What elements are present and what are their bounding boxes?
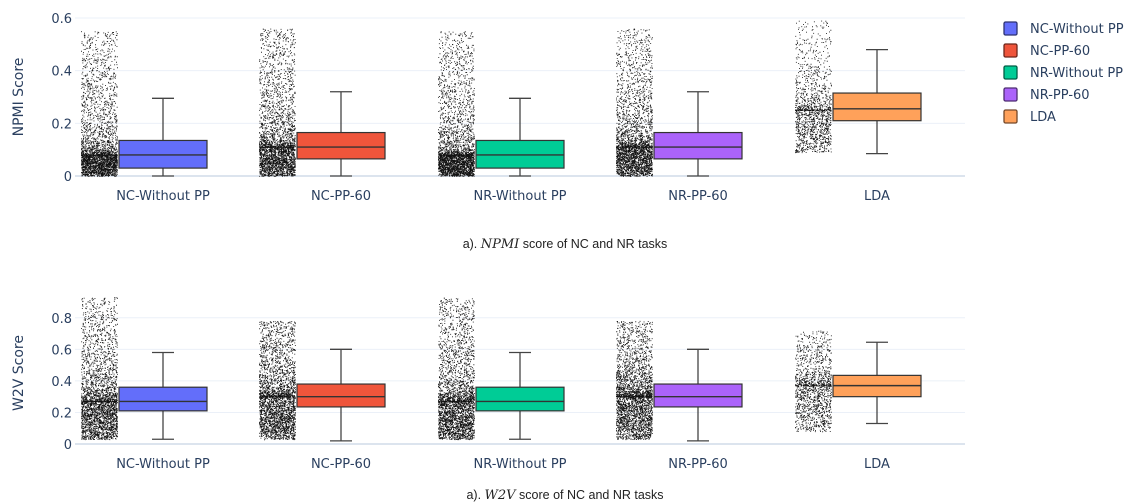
y-tick-label: 0: [64, 170, 72, 185]
y-axis-label: NPMI Score: [11, 58, 27, 137]
legend-item[interactable]: NR-PP-60: [1003, 87, 1090, 103]
x-tick-label: NR-PP-60: [668, 457, 728, 472]
legend-swatch: [1003, 109, 1018, 124]
legend[interactable]: NC-Without PP NC-PP-60 NR-Without PP NR-PP-…: [1003, 21, 1124, 125]
box-trace[interactable]: [438, 297, 565, 441]
y-tick-label: 0.4: [51, 65, 72, 80]
box[interactable]: [296, 131, 386, 160]
sample-points: [438, 31, 475, 177]
box-trace[interactable]: [259, 28, 386, 177]
sample-points: [81, 31, 118, 177]
legend-label: NC-Without PP: [1030, 22, 1124, 37]
y-tick-label: 0: [64, 438, 72, 453]
sample-points: [616, 320, 653, 441]
legend-label: NC-PP-60: [1030, 44, 1090, 59]
sample-points: [259, 320, 296, 441]
x-tick-label: NC-Without PP: [116, 457, 210, 472]
y-axis-label: W2V Score: [11, 335, 27, 411]
sample-points: [438, 297, 475, 441]
box[interactable]: [475, 386, 565, 412]
npmi-chart: 0 0.2 0.4 0.6 NPMI Score NC-Without PP NC-PP-6…: [11, 12, 965, 204]
x-tick-label: LDA: [864, 189, 890, 204]
x-tick-label: LDA: [864, 457, 890, 472]
legend-item[interactable]: NC-Without PP: [1003, 21, 1124, 37]
sample-points: [81, 297, 118, 441]
legend-swatch: [1003, 43, 1018, 58]
legend-swatch: [1003, 65, 1018, 80]
sample-points: [616, 28, 653, 177]
x-tick-label: NR-PP-60: [668, 189, 728, 204]
box-trace[interactable]: [259, 320, 386, 442]
legend-swatch: [1003, 21, 1018, 36]
sample-points: [795, 20, 832, 154]
y-tick-label: 0.8: [51, 312, 72, 327]
legend-swatch: [1003, 87, 1018, 102]
x-tick-label: NC-PP-60: [311, 457, 371, 472]
box[interactable]: [118, 386, 208, 412]
box[interactable]: [653, 131, 743, 160]
w2v-caption: a). W2V score of NC and NR tasks: [466, 488, 663, 503]
y-tick-label: 0.4: [51, 375, 72, 390]
x-tick-label: NR-Without PP: [473, 189, 566, 204]
y-tick-label: 0.6: [51, 343, 72, 358]
legend-item[interactable]: NR-Without PP: [1003, 65, 1123, 81]
legend-label: NR-PP-60: [1030, 88, 1090, 103]
box[interactable]: [832, 92, 922, 122]
sample-points: [795, 330, 832, 433]
x-tick-label: NC-Without PP: [116, 189, 210, 204]
legend-label: LDA: [1030, 110, 1056, 125]
box-trace[interactable]: [81, 31, 208, 177]
box-trace[interactable]: [438, 31, 565, 177]
legend-label: NR-Without PP: [1030, 66, 1123, 81]
w2v-chart: 0 0.2 0.4 0.6 0.8 W2V Score NC-Without PP NC-PP…: [11, 297, 965, 472]
box-trace[interactable]: [616, 28, 743, 177]
x-tick-label: NR-Without PP: [473, 457, 566, 472]
y-tick-label: 0.2: [51, 406, 72, 421]
box-trace[interactable]: [81, 297, 208, 441]
box-trace[interactable]: [616, 320, 743, 442]
box-trace[interactable]: [795, 330, 922, 433]
y-tick-label: 0.6: [51, 12, 72, 27]
legend-item[interactable]: LDA: [1003, 109, 1056, 125]
legend-item[interactable]: NC-PP-60: [1003, 43, 1090, 59]
x-tick-label: NC-PP-60: [311, 189, 371, 204]
box[interactable]: [653, 383, 743, 408]
y-tick-label: 0.2: [51, 117, 72, 132]
sample-points: [259, 28, 296, 177]
npmi-caption: a). NPMI score of NC and NR tasks: [463, 237, 668, 252]
box-trace[interactable]: [795, 20, 922, 155]
box[interactable]: [296, 383, 386, 408]
